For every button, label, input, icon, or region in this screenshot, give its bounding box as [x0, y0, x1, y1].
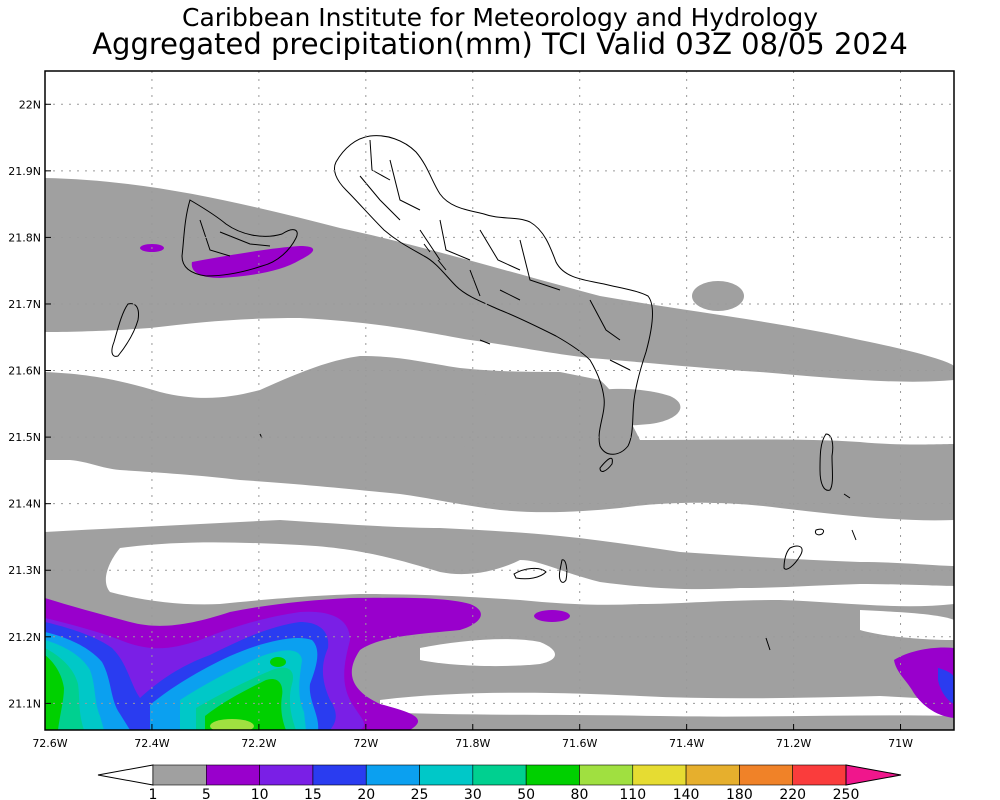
y-tick-label: 21.3N	[8, 564, 41, 577]
no-precip-area	[420, 639, 555, 667]
colorbar-swatch	[525, 764, 580, 786]
y-tick-label: 21.8N	[8, 231, 41, 244]
island-salt-cay	[783, 545, 803, 570]
x-tick-label: 72W	[353, 737, 378, 750]
colorbar-level-label: 110	[619, 787, 646, 800]
x-tick-label: 72.2W	[241, 737, 276, 750]
y-tick-label: 21.2N	[8, 631, 41, 644]
colorbar-level-label: 20	[357, 787, 375, 800]
island-outlines	[111, 135, 857, 651]
colorbar-swatch	[206, 764, 260, 786]
x-tick-label: 71.4W	[669, 737, 704, 750]
latitude-axis: 22N 21.9N 21.8N 21.7N 21.6N 21.5N 21.4N 21.3N 21…	[8, 98, 51, 710]
colorbar-over-triangle	[845, 764, 902, 786]
precip-cell-1-5mm	[565, 388, 681, 426]
colorbar-swatch	[259, 764, 314, 786]
precip-cell-15-20mm	[938, 668, 954, 704]
colorbar-swatch	[365, 764, 420, 786]
colorbar-level-label: 30	[464, 787, 482, 800]
precip-cell-5-10mm	[534, 610, 570, 622]
colorbar-legend: 1 5 10 15 20 25 30 50 80 110 140 180 220 250	[97, 764, 902, 800]
colorbar-level-label: 15	[304, 787, 322, 800]
longitude-axis: 72.6W 72.4W 72.2W 72W 71.8W 71.6W 71.4W 71.2W 71…	[32, 724, 913, 750]
no-precip-area	[105, 542, 954, 607]
no-precip-area	[380, 692, 954, 717]
precipitation-field	[45, 135, 954, 730]
colorbar-swatch	[312, 764, 367, 786]
colorbar-swatch	[739, 764, 793, 786]
y-tick-label: 21.7N	[8, 298, 41, 311]
island-west-caicos	[181, 199, 298, 277]
no-precip-area	[860, 610, 954, 640]
x-tick-label: 72.6W	[32, 737, 67, 750]
island-caicos-north	[333, 135, 653, 455]
y-tick-label: 21.5N	[8, 431, 41, 444]
y-tick-label: 21.4N	[8, 498, 41, 511]
title-line-2: Aggregated precipitation(mm) TCI Valid 0…	[92, 27, 908, 61]
y-tick-label: 21.1N	[8, 697, 41, 710]
precip-band-1-5mm	[45, 178, 954, 382]
colorbar-level-label: 180	[726, 787, 753, 800]
precip-cell-80-110mm	[210, 719, 254, 730]
colorbar-level-label: 10	[251, 787, 269, 800]
precip-cell-50-80mm	[205, 678, 286, 730]
island-grand-turk	[819, 433, 834, 491]
colorbar-swatch	[685, 764, 740, 786]
colorbar-level-label: 220	[779, 787, 806, 800]
y-tick-label: 21.6N	[8, 365, 41, 378]
precip-cell-50-80mm	[45, 655, 64, 730]
precip-cell-1-5mm	[452, 376, 496, 396]
precip-band-1-5mm	[45, 356, 954, 521]
x-tick-label: 71.8W	[455, 737, 490, 750]
island-cays	[513, 567, 547, 580]
x-tick-label: 71.6W	[562, 737, 597, 750]
precip-cell-1-5mm	[355, 425, 471, 453]
precip-cell-1-5mm	[692, 281, 744, 311]
x-tick-label: 72.4W	[134, 737, 169, 750]
colorbar-swatch	[152, 764, 207, 786]
colorbar-level-label: 1	[149, 787, 158, 800]
x-tick-label: 71.2W	[776, 737, 811, 750]
colorbar-under-triangle	[97, 764, 154, 786]
colorbar-swatch	[632, 764, 687, 786]
colorbar-swatch	[792, 764, 847, 786]
colorbar-level-label: 50	[517, 787, 535, 800]
y-tick-label: 22N	[19, 98, 41, 111]
precip-cell-5-10mm	[191, 246, 314, 278]
title-line-1: Caribbean Institute for Meteorology and …	[182, 3, 818, 32]
colorbar-level-label: 250	[833, 787, 860, 800]
colorbar-swatch	[419, 764, 474, 786]
colorbar-level-label: 140	[673, 787, 700, 800]
colorbar-level-label: 80	[571, 787, 589, 800]
x-tick-label: 71W	[888, 737, 913, 750]
precip-cell-50-80mm	[270, 657, 286, 667]
map-frame	[44, 70, 955, 731]
colorbar-level-label: 25	[411, 787, 429, 800]
colorbar-swatch	[472, 764, 527, 786]
y-tick-label: 21.9N	[8, 165, 41, 178]
island-west-cay	[111, 303, 139, 357]
colorbar-level-label: 5	[202, 787, 211, 800]
colorbar-swatch	[579, 764, 634, 786]
precip-cell-5-10mm	[894, 647, 954, 718]
